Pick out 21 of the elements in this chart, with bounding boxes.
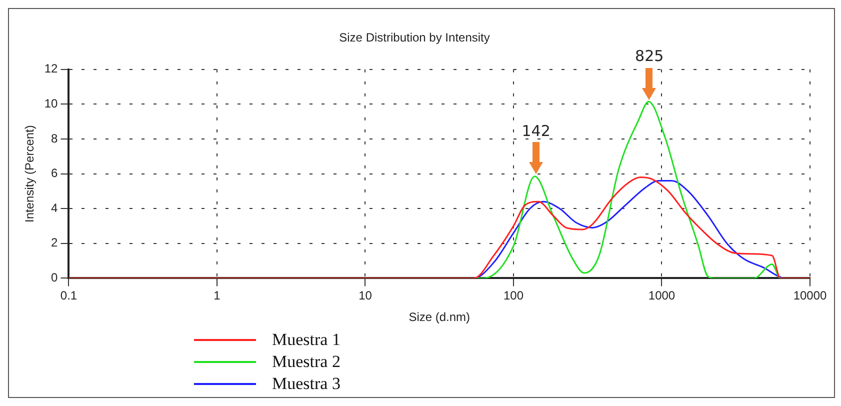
legend-label: Muestra 3 xyxy=(272,374,340,394)
chart-title: Size Distribution by Intensity xyxy=(339,30,490,45)
y-axis-title: Intensity (Percent) xyxy=(22,125,37,222)
y-tick-label: 2 xyxy=(51,236,58,250)
x-tick-label: 1000 xyxy=(648,288,676,303)
x-tick-label: 0.1 xyxy=(60,288,78,303)
x-tick-label: 10 xyxy=(358,288,372,303)
x-axis-title: Size (d.nm) xyxy=(408,310,470,324)
y-tick-label: 4 xyxy=(51,200,58,215)
annotation: 142 xyxy=(522,122,550,140)
y-tick-label: 8 xyxy=(51,131,58,146)
x-tick-label: 100 xyxy=(503,288,524,303)
x-tick-label: 10000 xyxy=(793,288,828,303)
y-tick-label: 6 xyxy=(51,166,58,180)
legend-label: Muestra 1 xyxy=(272,330,340,350)
annotation: 825 xyxy=(635,46,664,65)
y-tick-label: 10 xyxy=(44,96,58,111)
x-tick-label: 1 xyxy=(214,288,221,303)
y-tick-label: 0 xyxy=(51,270,58,285)
y-tick-label: 12 xyxy=(44,62,58,76)
legend-label: Muestra 2 xyxy=(272,352,340,372)
